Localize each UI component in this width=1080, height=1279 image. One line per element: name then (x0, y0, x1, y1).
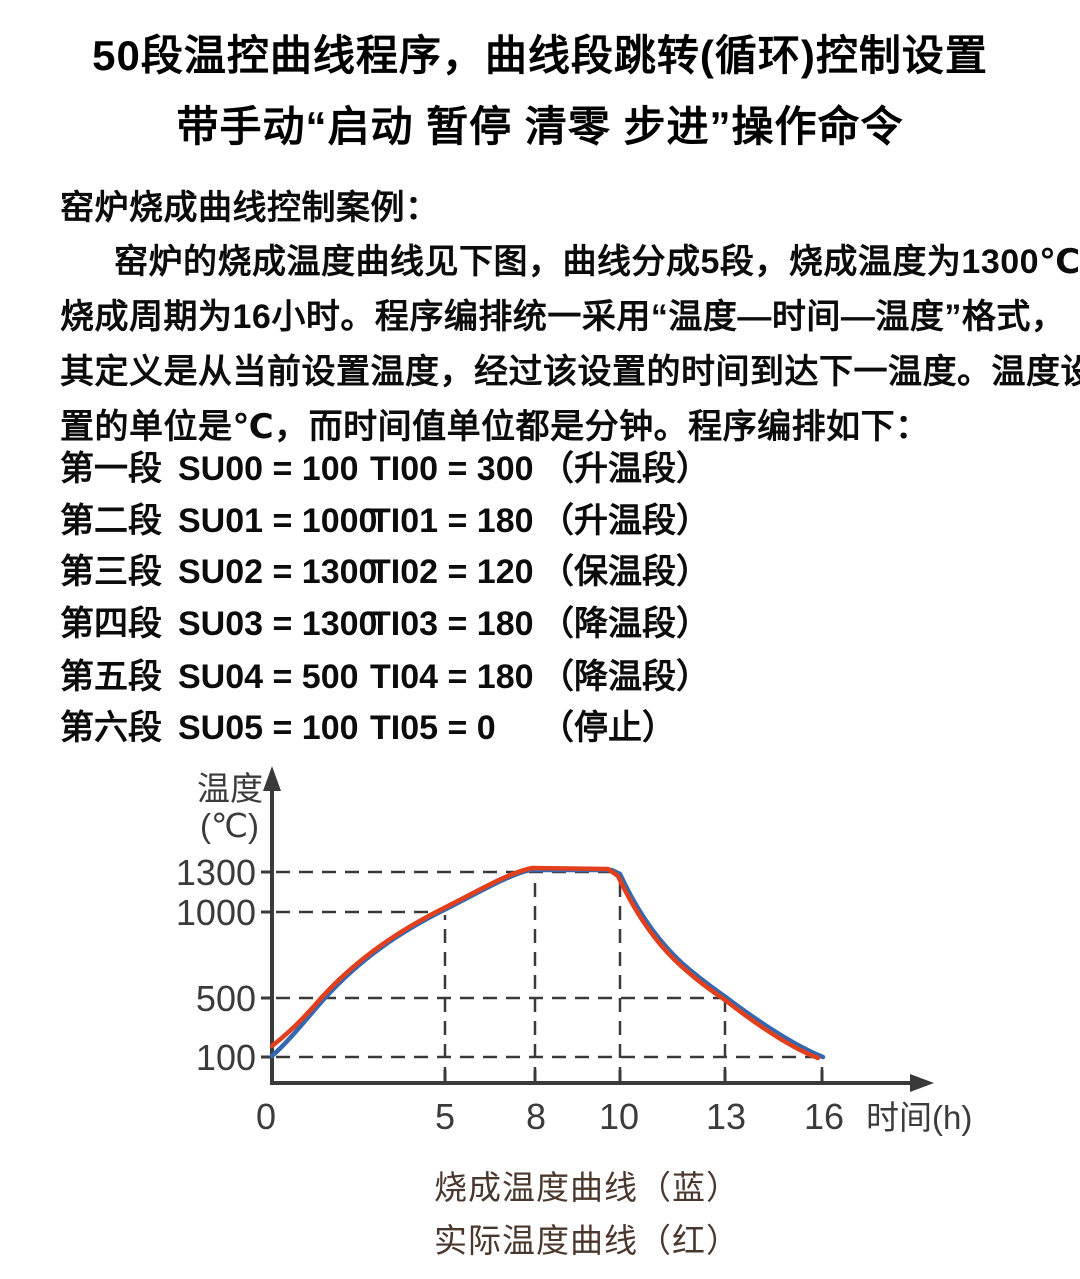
actual-temperature-curve-red (269, 865, 821, 1061)
su-value: SU05 = 100 (178, 709, 359, 747)
su-value: SU01 = 1000 (178, 502, 378, 540)
x-axis-arrow-icon (910, 1074, 934, 1092)
ti-value: TI03 = 180 (370, 605, 534, 643)
su-value: SU00 = 100 (178, 450, 359, 488)
temperature-curve-chart: 温度 (℃) 1300 1000 500 100 0 5 8 10 13 16 … (176, 766, 972, 1137)
x-tick-label-10: 10 (599, 1096, 639, 1137)
su-value: SU02 = 1300 (178, 553, 378, 591)
program-row-1: 第一段 SU00 = 100 TI00 = 300 （升温段） (60, 441, 710, 490)
y-tick-label-500: 500 (196, 978, 256, 1019)
program-row-5: 第五段 SU04 = 500 TI04 = 180 （降温段） (60, 649, 710, 698)
y-tick-label-1000: 1000 (176, 892, 256, 933)
x-tick-label-16: 16 (804, 1096, 844, 1137)
program-row-4: 第四段 SU03 = 1300 TI03 = 180 （降温段） (60, 596, 710, 645)
su-value: SU04 = 500 (178, 658, 359, 696)
segment-label: 第四段 (60, 605, 162, 643)
segment-label: 第五段 (60, 658, 162, 696)
paragraph-line-3: 其定义是从当前设置温度，经过该设置的时间到达下一温度。温度设 (60, 353, 1080, 391)
page-title-line-2: 带手动“启动 暂停 清零 步进”操作命令 (176, 103, 904, 150)
ti-value: TI02 = 120 (370, 553, 534, 591)
segment-label: 第一段 (60, 450, 162, 488)
segment-label: 第六段 (60, 709, 162, 747)
program-row-2: 第二段 SU01 = 1000 TI01 = 180 （升温段） (60, 493, 710, 542)
axes (261, 766, 934, 1092)
y-axis-title-line-2: (℃) (200, 807, 259, 844)
y-axis-title-line-1: 温度 (197, 770, 263, 807)
y-tick-label-100: 100 (196, 1037, 256, 1078)
segment-note: （降温段） (540, 605, 710, 643)
x-tick-label-8: 8 (526, 1096, 546, 1137)
ti-value: TI04 = 180 (370, 658, 534, 696)
page-title-line-1: 50段温控曲线程序，曲线段跳转(循环)控制设置 (92, 32, 988, 79)
ti-value: TI01 = 180 (370, 502, 534, 540)
y-axis-arrow-icon (263, 766, 281, 791)
segment-note: （停止） (540, 709, 676, 747)
segment-note: （升温段） (540, 450, 710, 488)
dashed-gridlines (276, 870, 824, 1081)
x-tick-label-5: 5 (435, 1096, 455, 1137)
paragraph-line-2: 烧成周期为16小时。程序编排统一采用“温度—时间—温度”格式， (60, 298, 1066, 336)
segment-label: 第二段 (60, 502, 162, 540)
case-heading: 窑炉烧成曲线控制案例： (60, 189, 440, 227)
program-row-3: 第三段 SU02 = 1300 TI02 = 120 （保温段） (60, 544, 710, 593)
ti-value: TI00 = 300 (370, 450, 534, 488)
paragraph-line-4: 置的单位是℃，而时间值单位都是分钟。程序编排如下： (60, 408, 930, 446)
x-axis-title: 时间(h) (866, 1099, 972, 1136)
x-tick-label-0: 0 (256, 1096, 276, 1137)
program-row-6: 第六段 SU05 = 100 TI05 = 0 （停止） (60, 700, 676, 749)
segment-label: 第三段 (60, 553, 162, 591)
y-tick-label-1300: 1300 (176, 852, 256, 893)
su-value: SU03 = 1300 (178, 605, 378, 643)
ti-value: TI05 = 0 (370, 709, 496, 747)
segment-note: （保温段） (540, 553, 710, 591)
legend-red-curve: 实际温度曲线（红） (434, 1222, 740, 1259)
paragraph-line-1: 窑炉的烧成温度曲线见下图，曲线分成5段，烧成温度为1300℃， (114, 243, 1080, 281)
legend-blue-curve: 烧成温度曲线（蓝） (434, 1169, 740, 1206)
segment-note: （升温段） (540, 502, 710, 540)
segment-note: （降温段） (540, 658, 710, 696)
x-tick-label-13: 13 (706, 1096, 746, 1137)
